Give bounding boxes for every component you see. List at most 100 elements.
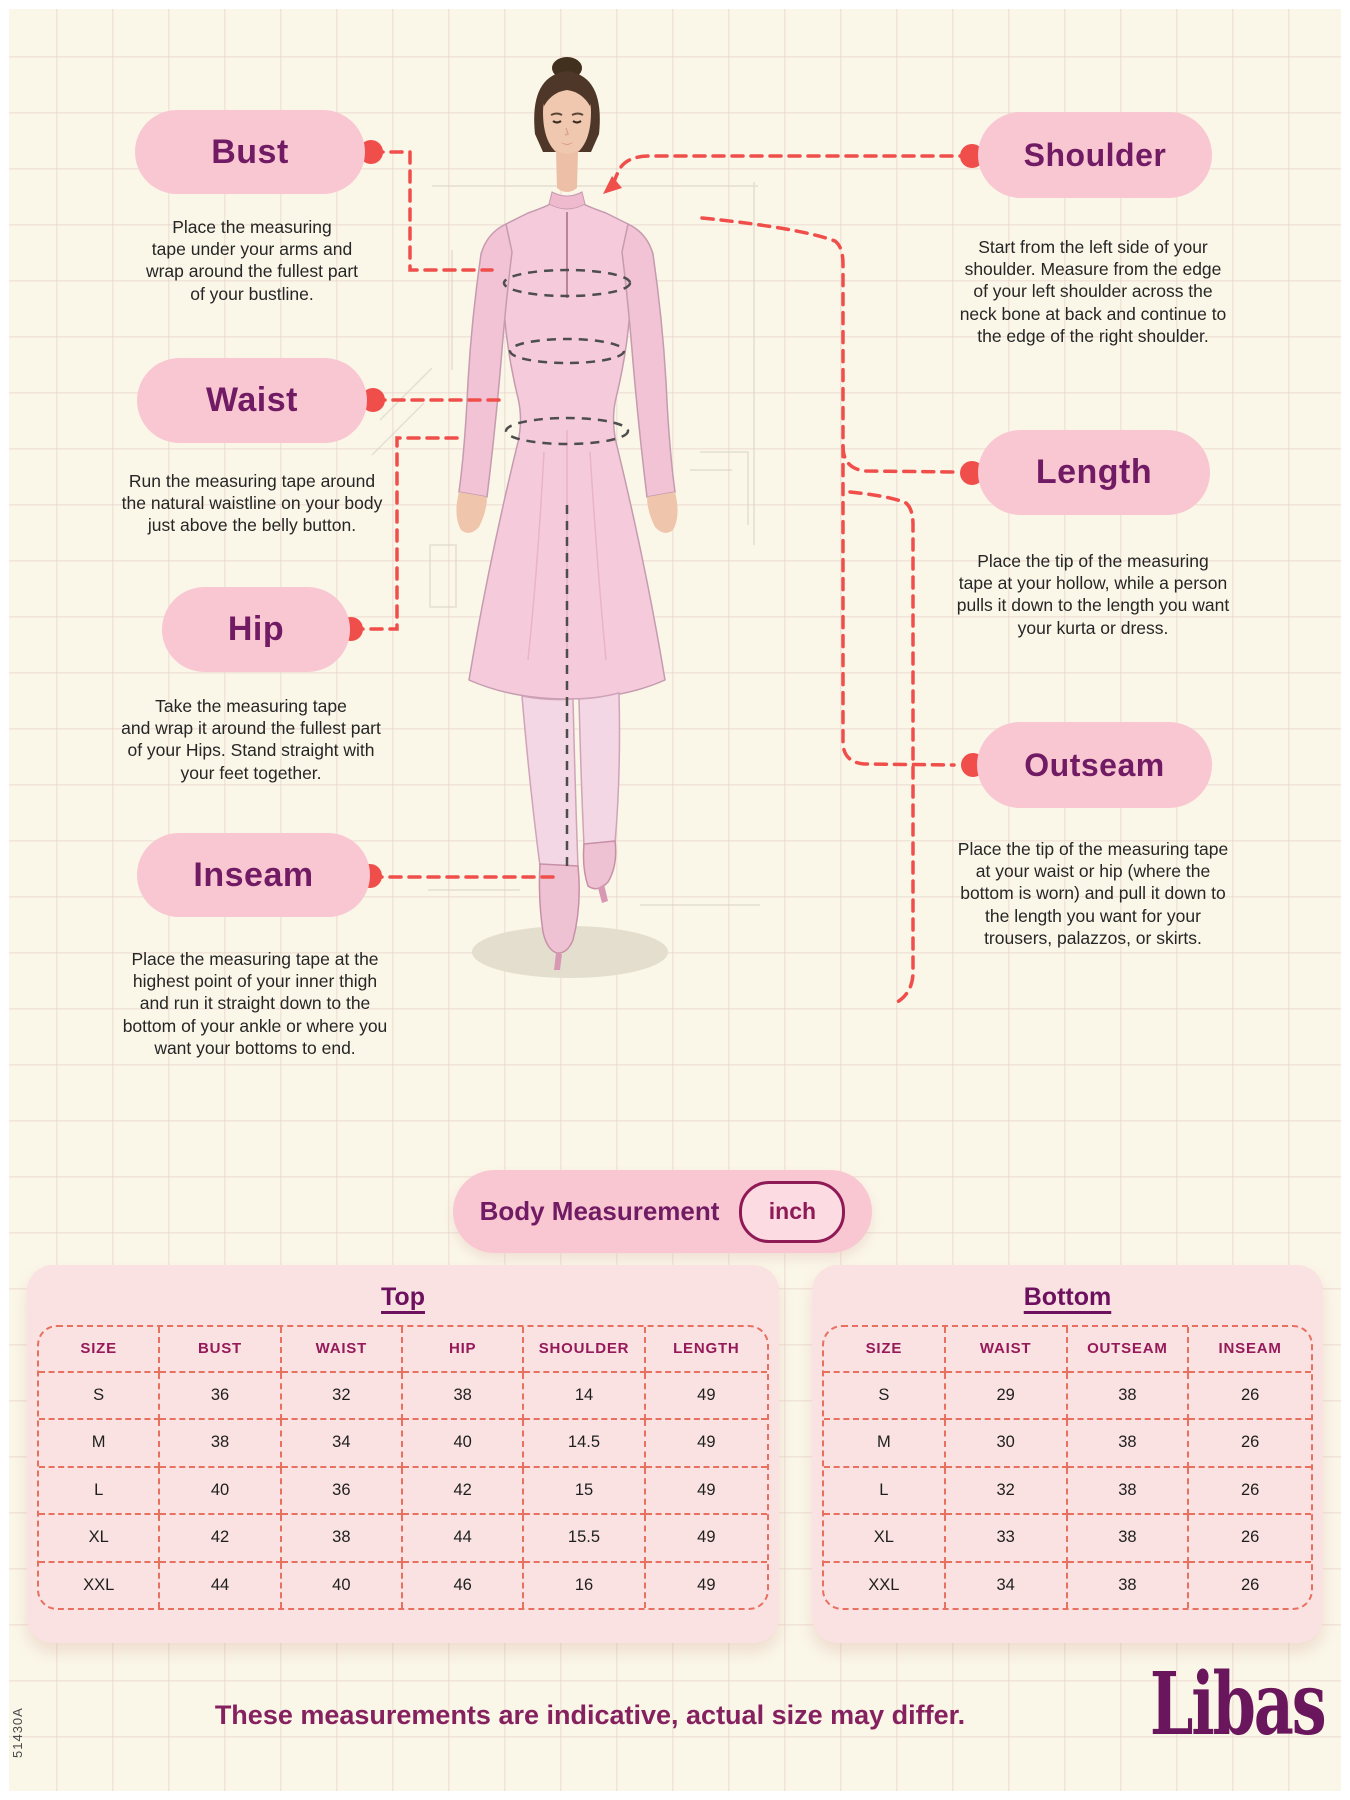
column-header: SIZE	[39, 1327, 161, 1373]
outseam-leg-line	[848, 490, 915, 1006]
table-cell: 29	[945, 1372, 1068, 1420]
left-hand	[456, 492, 487, 533]
column-header: SHOULDER	[524, 1327, 646, 1373]
table-cell: L	[39, 1467, 161, 1515]
table-cell: 38	[160, 1420, 282, 1468]
length-label-pill: Length	[978, 430, 1210, 515]
eyebrows	[550, 112, 584, 116]
table-cell: 26	[1240, 1575, 1260, 1594]
table-cell: 16	[524, 1562, 646, 1608]
column-header: INSEAM	[1189, 1327, 1311, 1373]
shoulder-label-pill: Shoulder	[978, 112, 1212, 198]
hip-connector	[350, 436, 466, 631]
table-cell: XXL	[824, 1562, 946, 1608]
table-cell: 14	[524, 1372, 646, 1420]
table-cell: 36	[281, 1467, 403, 1515]
background-sketch-lines	[371, 182, 760, 906]
outseam-description: Place the tip of the measuring tape at y…	[957, 839, 1229, 948]
table-cell: 42	[160, 1515, 282, 1563]
top-size-table: SIZE BUST WAIST HIP SHOULDER LENGTH S 36 32 38 14 4…	[37, 1325, 769, 1610]
front-pant-leg	[521, 695, 579, 869]
column-header: SIZE	[824, 1327, 946, 1373]
column-header: WAIST	[281, 1327, 403, 1373]
table-cell: M	[39, 1420, 161, 1468]
table-cell: 30	[945, 1420, 1068, 1468]
bottom-table-title: Bottom	[1023, 1283, 1112, 1311]
bust-connector	[370, 150, 494, 272]
back-shoe	[582, 840, 617, 890]
length-outseam-connector	[700, 216, 956, 767]
table-cell: M	[824, 1420, 946, 1468]
waist-description: Run the measuring tape around the natura…	[121, 471, 383, 536]
brand-logo: Libas	[1149, 1654, 1326, 1755]
table-cell: 33	[945, 1515, 1068, 1563]
ground-shadow	[472, 926, 668, 978]
column-header: BUST	[160, 1327, 282, 1373]
front-shoe	[538, 863, 580, 954]
table-cell: 14.5	[524, 1420, 646, 1468]
bust-dot	[359, 140, 383, 164]
length-branch-connector	[841, 444, 956, 474]
table-cell: 49	[645, 1468, 767, 1515]
back-heel	[598, 884, 608, 903]
inseam-description: Place the measuring tape at the highest …	[122, 949, 388, 1058]
column-header: LENGTH	[645, 1327, 767, 1373]
inseam-label-pill: Inseam	[137, 833, 370, 917]
waist-dot	[361, 388, 385, 412]
side-code: 51430A	[10, 1707, 25, 1758]
table-cell: 36	[160, 1372, 282, 1420]
shoulder-connector	[611, 154, 973, 186]
measurement-guide-ellipses	[502, 268, 632, 872]
waist-guide	[508, 337, 626, 365]
table-cell: 46	[403, 1562, 525, 1608]
table-cell: 15	[524, 1467, 646, 1515]
hip-guide	[504, 416, 630, 446]
table-cell: 49	[645, 1420, 767, 1468]
shoulder-arrowhead	[603, 176, 622, 194]
bust-label-pill: Bust	[135, 110, 365, 194]
right-hand	[647, 492, 678, 533]
hip-description: Take the measuring tape and wrap it arou…	[121, 696, 381, 783]
front-heel	[554, 953, 562, 970]
column-header: HIP	[403, 1327, 525, 1373]
table-cell: 38	[1068, 1562, 1190, 1608]
table-cell: 32	[281, 1372, 403, 1420]
woman-figure	[456, 57, 678, 970]
bottom-size-card: Bottom SIZE WAIST OUTSEAM INSEAM S 29 38 26 M 30 3…	[812, 1265, 1323, 1643]
table-cell: 26	[1189, 1373, 1311, 1420]
waist-label-pill: Waist	[137, 358, 367, 443]
column-header: WAIST	[945, 1327, 1068, 1373]
back-pant-leg	[578, 692, 621, 847]
column-header: OUTSEAM	[1067, 1327, 1190, 1373]
table-cell: L	[824, 1467, 946, 1515]
outseam-label-pill: Outseam	[977, 722, 1212, 808]
left-sleeve	[458, 222, 513, 498]
body-measurement-label: Body Measurement	[479, 1196, 720, 1226]
table-cell: XL	[39, 1515, 161, 1563]
table-cell: 26	[1189, 1515, 1311, 1563]
table-cell: XXL	[39, 1562, 161, 1608]
length-description: Place the tip of the measuring tape at y…	[956, 551, 1230, 638]
face	[543, 86, 591, 156]
table-cell: 38	[403, 1372, 525, 1420]
table-cell: 40	[282, 1562, 403, 1608]
neck	[556, 150, 578, 192]
table-cell: 15.5	[524, 1515, 646, 1563]
bottom-size-table: SIZE WAIST OUTSEAM INSEAM S 29 38 26 M 30 38 26 L 32 3…	[822, 1325, 1313, 1610]
table-cell: 38	[1067, 1372, 1190, 1420]
nose	[564, 127, 569, 136]
bust-description: Place the measuring tape under your arms…	[145, 217, 359, 304]
table-cell: 44	[403, 1515, 525, 1563]
table-cell: 49	[645, 1515, 767, 1563]
table-cell: 49	[645, 1373, 767, 1420]
eyes	[552, 120, 582, 124]
table-cell: 49	[697, 1575, 716, 1594]
hip-label-pill: Hip	[162, 587, 350, 672]
table-cell: S	[39, 1372, 161, 1420]
table-cell: 32	[945, 1467, 1068, 1515]
table-cell: 40	[403, 1420, 525, 1468]
footer-note: These measurements are indicative, actua…	[214, 1700, 966, 1730]
figure-illustration	[339, 57, 985, 1006]
top-size-card: Top SIZE BUST WAIST HIP SHOULDER LENGTH S 36 32 3…	[27, 1265, 779, 1643]
